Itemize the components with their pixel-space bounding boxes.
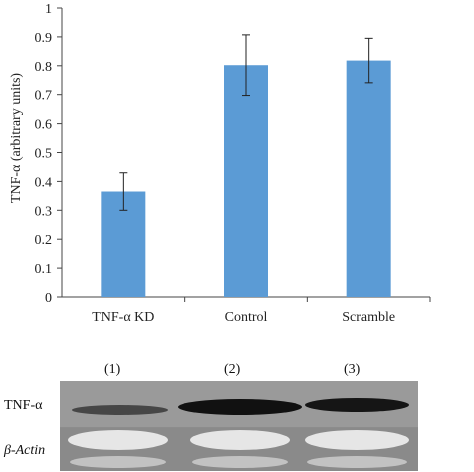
y-tick-label: 0.2 [35, 233, 53, 248]
actin-band-lower-2 [192, 456, 288, 468]
x-tick-label: Control [225, 310, 268, 325]
y-tick-label: 1 [45, 2, 52, 17]
y-axis: 0 0.1 0.2 0.3 0.4 0.5 0.6 0.7 0.8 0.9 1 [35, 2, 63, 306]
y-tick-label: 0.9 [35, 31, 53, 46]
actin-band-lane-3 [305, 430, 409, 450]
lane-label-2: (2) [224, 362, 241, 377]
x-tick-label: TNF-α KD [92, 310, 154, 325]
y-tick-label: 0.5 [35, 147, 53, 162]
tnf-band-lane-1 [72, 405, 168, 415]
bar [224, 65, 268, 297]
y-tick-label: 0.1 [35, 262, 53, 277]
tnf-band-lane-2 [178, 399, 302, 415]
x-axis: TNF-α KD Control Scramble [62, 296, 431, 325]
y-axis-label: TNF-α (arbitrary units) [9, 73, 24, 204]
bar [346, 60, 391, 298]
error-bar [242, 34, 250, 97]
tnf-band-lane-3 [305, 398, 409, 412]
x-tick-label: Scramble [342, 310, 395, 325]
lane-label-1: (1) [104, 362, 121, 377]
blot-label-actin: β-Actin [4, 443, 46, 458]
y-tick-label: 0.8 [35, 60, 53, 75]
y-tick-label: 0 [45, 291, 52, 306]
western-blot [60, 381, 418, 471]
error-bar [364, 37, 373, 84]
y-tick-label: 0.3 [35, 204, 53, 219]
lane-label-3: (3) [344, 362, 361, 377]
y-tick-label: 0.4 [35, 175, 53, 190]
blot-label-tnf: TNF-α [4, 398, 43, 413]
bars [101, 34, 391, 298]
error-bar [119, 172, 128, 211]
actin-band-lane-1 [68, 430, 168, 450]
y-tick-label: 0.7 [35, 89, 53, 104]
actin-band-lane-2 [190, 430, 290, 450]
actin-band-lower-1 [70, 456, 166, 468]
y-tick-label: 0.6 [35, 118, 53, 133]
actin-band-lower-3 [307, 456, 407, 468]
